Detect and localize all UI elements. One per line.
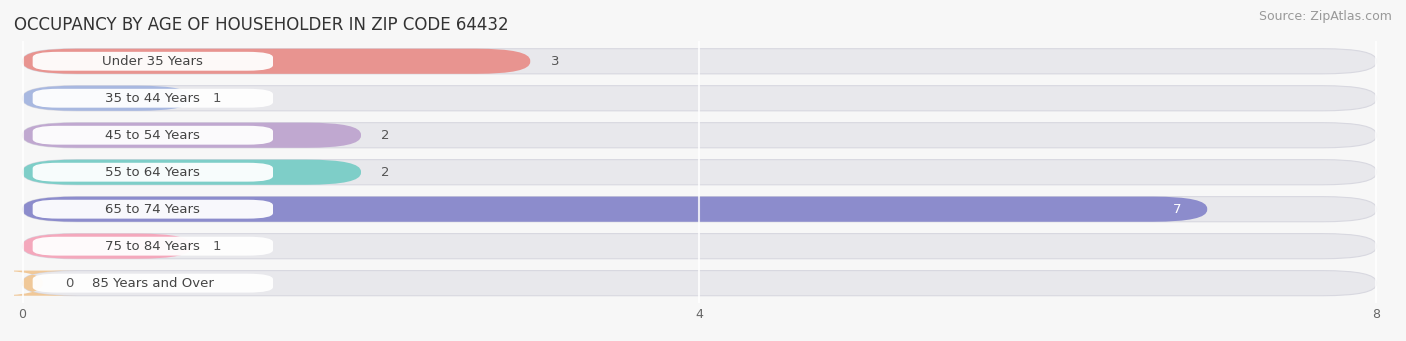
FancyBboxPatch shape <box>32 126 273 145</box>
Text: OCCUPANCY BY AGE OF HOUSEHOLDER IN ZIP CODE 64432: OCCUPANCY BY AGE OF HOUSEHOLDER IN ZIP C… <box>14 16 509 34</box>
Text: 75 to 84 Years: 75 to 84 Years <box>105 240 200 253</box>
FancyBboxPatch shape <box>22 123 1376 148</box>
FancyBboxPatch shape <box>22 270 1376 296</box>
Text: Source: ZipAtlas.com: Source: ZipAtlas.com <box>1258 10 1392 23</box>
FancyBboxPatch shape <box>22 123 361 148</box>
FancyBboxPatch shape <box>22 197 1208 222</box>
FancyBboxPatch shape <box>22 234 1376 259</box>
Text: 1: 1 <box>212 92 221 105</box>
Text: 65 to 74 Years: 65 to 74 Years <box>105 203 200 216</box>
FancyBboxPatch shape <box>22 49 530 74</box>
FancyBboxPatch shape <box>22 160 1376 185</box>
FancyBboxPatch shape <box>0 270 77 296</box>
Text: 2: 2 <box>381 166 389 179</box>
FancyBboxPatch shape <box>32 237 273 256</box>
FancyBboxPatch shape <box>32 274 273 293</box>
FancyBboxPatch shape <box>32 52 273 71</box>
Text: 35 to 44 Years: 35 to 44 Years <box>105 92 200 105</box>
FancyBboxPatch shape <box>32 163 273 182</box>
Text: 85 Years and Over: 85 Years and Over <box>91 277 214 290</box>
Text: 55 to 64 Years: 55 to 64 Years <box>105 166 200 179</box>
Text: 7: 7 <box>1174 203 1182 216</box>
Text: 3: 3 <box>551 55 560 68</box>
FancyBboxPatch shape <box>32 200 273 219</box>
FancyBboxPatch shape <box>22 160 361 185</box>
FancyBboxPatch shape <box>22 86 1376 111</box>
Text: 0: 0 <box>65 277 73 290</box>
Text: 45 to 54 Years: 45 to 54 Years <box>105 129 200 142</box>
FancyBboxPatch shape <box>32 89 273 108</box>
Text: 1: 1 <box>212 240 221 253</box>
FancyBboxPatch shape <box>22 49 1376 74</box>
FancyBboxPatch shape <box>22 197 1376 222</box>
FancyBboxPatch shape <box>22 86 191 111</box>
FancyBboxPatch shape <box>22 234 191 259</box>
Text: 2: 2 <box>381 129 389 142</box>
Text: Under 35 Years: Under 35 Years <box>103 55 204 68</box>
